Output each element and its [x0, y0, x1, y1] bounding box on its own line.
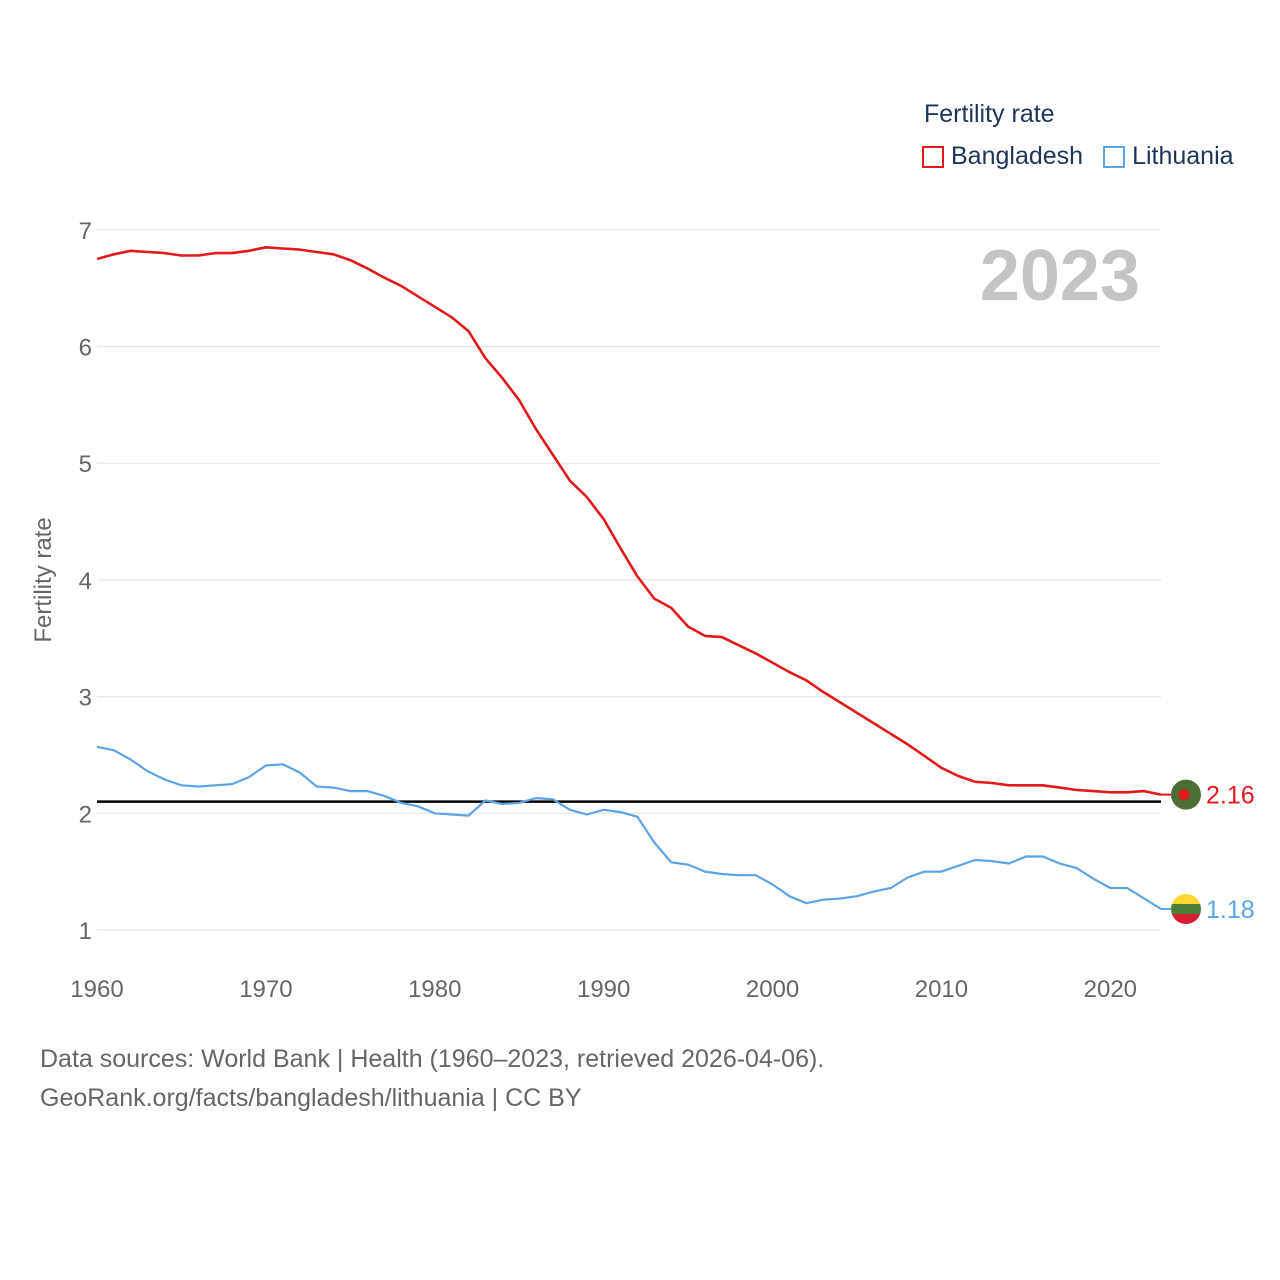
- y-tick-label: 5: [79, 451, 92, 478]
- series-lines: [96, 246, 1162, 910]
- flag-stripes: [1171, 893, 1201, 924]
- flag-marker-lithuania: [1171, 893, 1201, 924]
- end-markers: 2.16 1.18: [1161, 779, 1255, 924]
- x-tick-label: 1970: [239, 976, 292, 1003]
- y-tick-label: 2: [79, 801, 92, 828]
- y-tick-label: 6: [79, 335, 92, 362]
- y-tick-label: 4: [79, 568, 92, 595]
- year-watermark: 2023: [980, 236, 1140, 316]
- y-tick-label: 7: [79, 218, 92, 245]
- series-line-lithuania[interactable]: [96, 745, 1162, 910]
- end-value-label-bangladesh: 2.16: [1206, 782, 1255, 810]
- y-tick-labels: 1 2 3 4 5 6 7: [79, 218, 92, 945]
- x-tick-label: 1960: [70, 976, 123, 1003]
- legend-item-lithuania[interactable]: Lithuania: [1103, 142, 1234, 171]
- footer-sources: Data sources: World Bank | Health (1960–…: [40, 1045, 825, 1073]
- series-line-bangladesh[interactable]: [96, 246, 1162, 796]
- footer-attribution[interactable]: GeoRank.org/facts/bangladesh/lithuania |…: [40, 1084, 582, 1112]
- x-tick-label: 1980: [408, 976, 461, 1003]
- x-tick-label: 2000: [746, 976, 799, 1003]
- flag-disc: [1178, 789, 1190, 801]
- legend-item-bangladesh[interactable]: Bangladesh: [922, 142, 1083, 171]
- y-tick-label: 1: [79, 918, 92, 945]
- x-tick-label: 2020: [1084, 976, 1137, 1003]
- legend-swatch-lithuania: [1103, 145, 1126, 168]
- legend: Bangladesh Lithuania: [922, 142, 1254, 171]
- legend-label-lithuania: Lithuania: [1132, 142, 1234, 170]
- flag-marker-bangladesh: [1171, 779, 1201, 810]
- x-tick-labels: 1960 1970 1980 1990 2000 2010 2020: [70, 976, 1137, 1003]
- x-tick-label: 1990: [577, 976, 630, 1003]
- legend-swatch-bangladesh: [922, 145, 944, 168]
- y-axis-label: Fertility rate: [30, 517, 57, 642]
- grid-lines: [97, 229, 1161, 931]
- end-value-label-lithuania: 1.18: [1206, 896, 1255, 924]
- y-tick-label: 3: [79, 685, 92, 712]
- x-tick-label: 2010: [915, 976, 968, 1003]
- legend-title: Fertility rate: [924, 100, 1055, 128]
- legend-label-bangladesh: Bangladesh: [951, 142, 1084, 170]
